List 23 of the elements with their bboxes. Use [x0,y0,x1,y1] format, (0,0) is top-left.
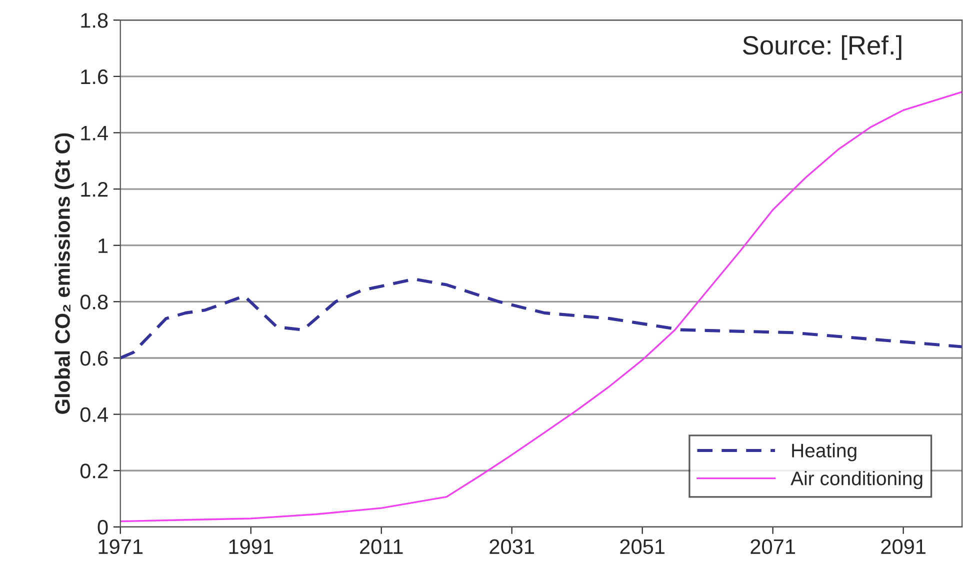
y-tick-label: 1.2 [81,182,108,197]
x-tick-label: 2091 [881,539,926,554]
y-tick-label: 1 [98,238,108,253]
y-tick-label: 0.8 [80,294,108,310]
y-tick-label: 0.4 [80,407,108,422]
legend-label: Heating [792,443,856,462]
y-tick-label: 0.6 [80,350,108,366]
x-tick-label: 1991 [229,539,274,554]
legend-label: Air conditioning [790,471,922,490]
x-tick-label: 2051 [620,539,664,554]
annotation: Source: [Ref.] [742,35,902,60]
y-tick-label: 1.4 [81,126,108,140]
x-tick-label: 2011 [360,539,403,554]
y-tick-label: 1.8 [81,13,108,28]
x-tick-label: 2071 [750,539,795,554]
line-series [120,278,962,360]
y-tick-label: 0 [98,520,108,535]
y-tick-label: 1.6 [81,69,108,84]
line-series [120,91,962,522]
x-tick-label: 1971 [98,539,143,554]
x-tick-label: 2031 [490,539,534,554]
y-axis-title: Global CO₂ emissions (Gt C) [54,133,74,414]
y-tick-label: 0.2 [80,464,108,478]
